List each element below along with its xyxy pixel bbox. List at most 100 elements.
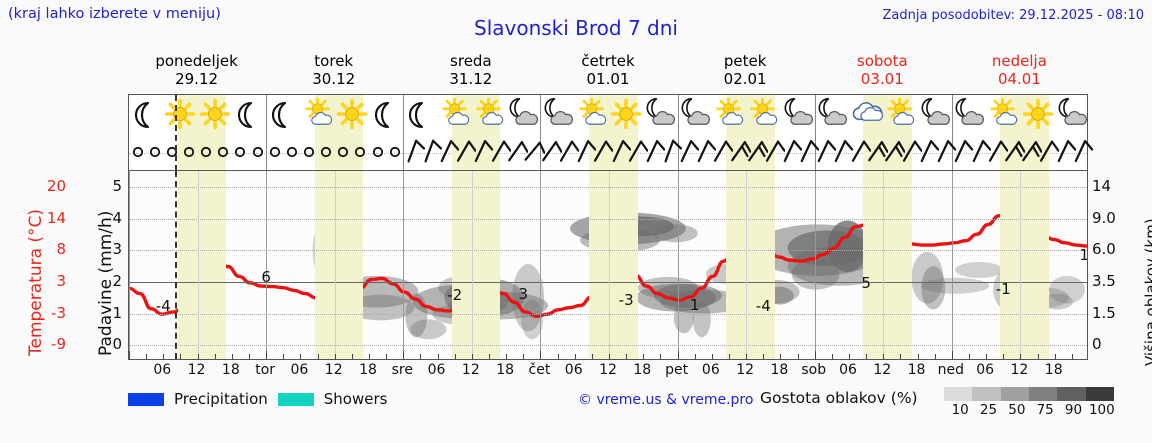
wind-barb-icon [810,137,837,169]
vertical-gridline [746,171,748,359]
cloud-density-swatch-1 [972,387,1001,401]
wind-barb-icon [587,137,614,169]
vertical-gridline [334,171,336,359]
wind-barb-icon [416,137,443,169]
wind-barb-icon [827,137,854,169]
wind-barb-icon [570,137,597,169]
time-tick [163,354,165,359]
time-tick [351,354,353,359]
cloud-density-blob [410,319,447,340]
temperature-extreme-label: 1 [689,295,700,314]
daylight-band [314,171,364,359]
day-date: 04.01 [997,70,1041,88]
temperature-extreme-label: -3 [618,291,634,310]
temperature-axis-tick-0: 20 [46,176,66,195]
wind-barb-icon [502,137,529,169]
time-tick [934,354,936,359]
time-tick [814,351,816,359]
temperature-extreme-label: -1 [995,280,1011,299]
time-tick [214,354,216,359]
time-tick [523,354,525,359]
wind-calm-icon [279,137,305,169]
time-axis-label: 06 [976,362,995,378]
sun-cloud-icon [746,96,780,132]
cloud-density-blob [955,262,1004,278]
wind-calm-icon [262,137,288,169]
wind-barb-icon [536,137,563,169]
credit-link[interactable]: © vreme.us & vreme.pro [578,392,754,408]
precipitation-axis: 5 4 3 2 1 0 [98,170,122,360]
time-axis-label: 12 [1010,362,1029,378]
cloud-height-axis-tick-3: 3.5 [1092,271,1116,290]
temperature-extreme-label: -4 [755,296,771,315]
moon-cloud-icon [1055,98,1089,132]
precipitation-axis-tick-1: 4 [112,208,122,227]
time-axis-label: 18 [496,362,515,378]
wind-barb-icon [1067,137,1094,169]
wind-barb-icon [1016,137,1043,169]
day-date: 02.01 [723,70,767,88]
sun-cloud-icon [986,96,1020,132]
precipitation-legend-label: Precipitation [174,390,268,408]
sun-cloud-icon [438,96,472,132]
time-axis: 06 12 18 tor 06 12 18 sre 06 12 18 čet 06 12 18 pet 06 12… [128,362,1088,382]
wind-calm-icon [347,137,373,169]
sun-cloud-icon [301,96,335,132]
wind-barb-icon [707,137,734,169]
time-tick [180,354,182,359]
wind-calm-icon [142,137,168,169]
wind-barb-icon [947,137,974,169]
daylight-band [1000,171,1049,359]
sun-icon [609,98,643,132]
daylight-band [863,171,912,359]
cloud-density-blob [827,220,868,272]
moon-cloud-icon [781,98,815,132]
cloud-density-scale [944,387,1114,401]
vertical-gridline [403,171,405,359]
vertical-gridline [129,171,130,359]
day-date: 31.12 [449,70,493,88]
wind-barb-icon [450,137,477,169]
cloud-density-swatch-3 [1028,387,1058,401]
daylight-band [589,171,638,359]
sun-icon [198,98,232,132]
cloud-density-scale-label: 10 [951,402,969,418]
time-tick [694,354,696,359]
wind-calm-icon [125,137,151,169]
wind-barb-icon [742,137,769,169]
time-axis-label: tor [255,362,276,378]
wind-barb-icon [467,137,494,169]
cloud-height-axis-tick-4: 1.5 [1092,303,1116,322]
time-tick [506,354,508,359]
time-tick [420,354,422,359]
time-axis-label: 12 [461,362,480,378]
day-separator [814,95,816,170]
sun-cloud-icon [712,96,746,132]
vertical-gridline [1020,171,1022,359]
day-column-petek: petek 02.01 [677,52,814,88]
time-tick [609,354,610,359]
day-name: četrtek [581,52,635,70]
last-update-text: Zadnja posodobitev: 29.12.2025 - 08:10 [882,8,1144,23]
cloud-density-scale-label: 90 [1064,402,1083,418]
precipitation-axis-tick-0: 5 [112,176,122,195]
vertical-gridline [266,171,268,359]
temperature-extreme-label: 6 [261,268,271,287]
time-axis-label: 06 [427,362,446,378]
time-tick [711,354,713,359]
time-tick [489,354,490,359]
temperature-axis-tick-1: 14 [46,208,66,227]
wind-barb-icon [862,137,889,169]
daylight-band [451,171,501,359]
day-name: sreda [450,52,492,70]
precipitation-legend: Precipitation Showers [128,388,387,410]
time-tick [1071,354,1073,359]
moon-cloud-icon [541,98,575,132]
wind-barb-icon [776,137,803,169]
time-tick [729,354,730,359]
vertical-gridline [471,171,473,359]
wind-barb-icon [639,137,666,169]
menu-hint-text: (kraj lahko izberete v meniju) [8,6,221,22]
wind-barb-icon [656,137,683,169]
vertical-gridline [951,171,953,359]
